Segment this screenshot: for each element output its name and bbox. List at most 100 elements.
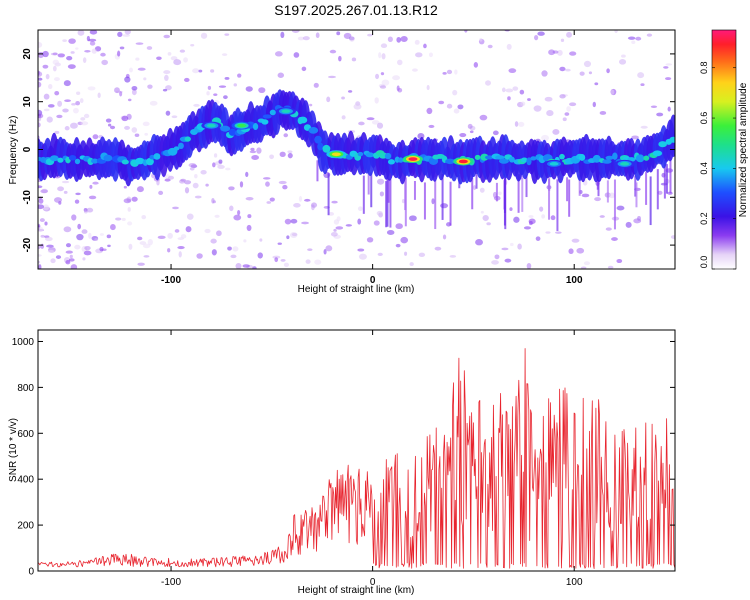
spectrogram-cell bbox=[397, 157, 404, 163]
spectrogram-cell bbox=[252, 266, 257, 269]
spectrogram-cell bbox=[472, 185, 477, 191]
spectrogram-cell bbox=[145, 157, 154, 166]
spectrogram-cell bbox=[484, 155, 494, 160]
spectrogram-cell bbox=[329, 49, 337, 54]
spectrogram-cell bbox=[135, 57, 140, 61]
spectrogram-cell bbox=[105, 118, 112, 123]
spectrogram-cell bbox=[180, 178, 186, 182]
spectrogram-cell bbox=[634, 175, 637, 197]
spectrogram-cell bbox=[109, 125, 116, 130]
spectrogram-cell bbox=[62, 108, 69, 113]
spectrogram-cell bbox=[345, 224, 352, 227]
spectrogram-cell bbox=[506, 43, 512, 50]
spectrogram-cell bbox=[196, 253, 203, 259]
spectrogram-cell bbox=[46, 244, 54, 248]
spectrogram-cell bbox=[186, 213, 194, 220]
spectrogram-cell bbox=[520, 101, 526, 106]
spectrogram-cell bbox=[569, 51, 577, 56]
spectrogram-cell bbox=[646, 33, 653, 37]
spectrogram-cell bbox=[251, 155, 259, 160]
spectrogram-cell bbox=[162, 88, 168, 92]
spectrogram-cell bbox=[526, 263, 532, 269]
spectrogram-cell bbox=[401, 198, 405, 204]
spectrogram-ytick-label: -10 bbox=[22, 190, 33, 205]
spectrogram-cell bbox=[55, 255, 62, 259]
spectrogram-cell bbox=[235, 262, 242, 269]
spectrogram-cell bbox=[434, 246, 442, 251]
spectrogram-cell bbox=[373, 220, 380, 226]
spectrogram-cell bbox=[127, 207, 131, 212]
spectrogram-cell bbox=[635, 182, 638, 208]
spectrogram-cell bbox=[479, 187, 485, 193]
spectrogram-cell bbox=[471, 178, 474, 210]
spectrogram-cell bbox=[283, 262, 290, 267]
spectrogram-cell bbox=[99, 246, 104, 252]
spectrogram-cell bbox=[322, 144, 331, 153]
spectrogram-cell bbox=[533, 105, 542, 112]
spectrogram-cell bbox=[581, 193, 590, 198]
spectrogram-cell bbox=[566, 31, 573, 38]
spectrogram-hotspot bbox=[549, 162, 559, 166]
spectrogram-cell bbox=[291, 30, 300, 34]
spectrogram-cell bbox=[426, 85, 430, 91]
spectrogram-cell bbox=[514, 121, 519, 127]
spectrogram-cell bbox=[480, 210, 484, 214]
spectrogram-cell bbox=[387, 178, 390, 203]
spectrogram-cell bbox=[246, 224, 252, 232]
spectrogram-cell bbox=[293, 203, 301, 208]
spectrogram-cell bbox=[165, 85, 172, 91]
spectrogram-cell bbox=[137, 67, 146, 71]
spectrogram-cell bbox=[449, 255, 457, 258]
spectrogram-cell bbox=[415, 52, 423, 58]
spectrogram-cell bbox=[616, 259, 623, 264]
spectrogram-cell bbox=[79, 98, 84, 104]
spectrogram-cell bbox=[82, 57, 87, 63]
spectrogram-cell bbox=[287, 150, 293, 153]
spectrogram-cell bbox=[291, 232, 298, 237]
spectrogram-cell bbox=[607, 265, 614, 269]
spectrogram-cell bbox=[374, 97, 379, 104]
spectrogram-cell bbox=[507, 96, 511, 101]
spectrogram-cell bbox=[68, 155, 77, 161]
spectrogram-cell bbox=[555, 231, 562, 234]
spectrogram-cell bbox=[82, 257, 86, 261]
spectrogram-cell bbox=[38, 41, 43, 48]
spectrogram-cell bbox=[290, 218, 298, 224]
spectrogram-cell bbox=[480, 153, 489, 161]
spectrogram-cell bbox=[535, 236, 541, 241]
spectrogram-cell bbox=[167, 175, 175, 180]
spectrogram-cell bbox=[174, 229, 180, 233]
spectrogram-cell bbox=[283, 133, 289, 138]
spectrogram-cell bbox=[396, 36, 402, 43]
spectrogram-cell bbox=[188, 162, 197, 168]
spectrogram-cell bbox=[475, 174, 478, 189]
spectrogram-cell bbox=[75, 192, 81, 196]
spectrogram-cell bbox=[431, 198, 435, 205]
spectrogram-cell bbox=[333, 228, 337, 232]
spectrogram-cell bbox=[569, 102, 577, 107]
spectrogram-cell bbox=[592, 154, 601, 163]
spectrogram-cell bbox=[301, 221, 309, 225]
spectrogram-cell bbox=[263, 177, 271, 180]
spectrogram-cell bbox=[418, 252, 426, 258]
spectrogram-cell bbox=[144, 132, 149, 136]
spectrogram-cell bbox=[557, 49, 563, 56]
spectrogram-cell bbox=[501, 247, 509, 251]
spectrogram-cell bbox=[245, 171, 249, 177]
spectrogram-cell bbox=[57, 157, 64, 163]
spectrogram-cell bbox=[141, 215, 147, 220]
spectrogram-cell bbox=[107, 123, 112, 127]
spectrogram-cell bbox=[131, 127, 138, 133]
spectrogram-cell bbox=[45, 73, 50, 80]
spectrogram-cell bbox=[566, 106, 571, 112]
spectrogram-cell bbox=[330, 231, 338, 237]
spectrogram-cell bbox=[74, 158, 81, 165]
spectrogram-cell bbox=[571, 238, 580, 243]
spectrogram-cell bbox=[341, 96, 345, 100]
spectrogram-cell bbox=[200, 32, 208, 39]
spectrogram-cell bbox=[103, 154, 113, 162]
spectrogram-cell bbox=[261, 119, 269, 125]
spectrogram-cell bbox=[517, 243, 522, 250]
spectrogram-cell bbox=[367, 33, 373, 37]
